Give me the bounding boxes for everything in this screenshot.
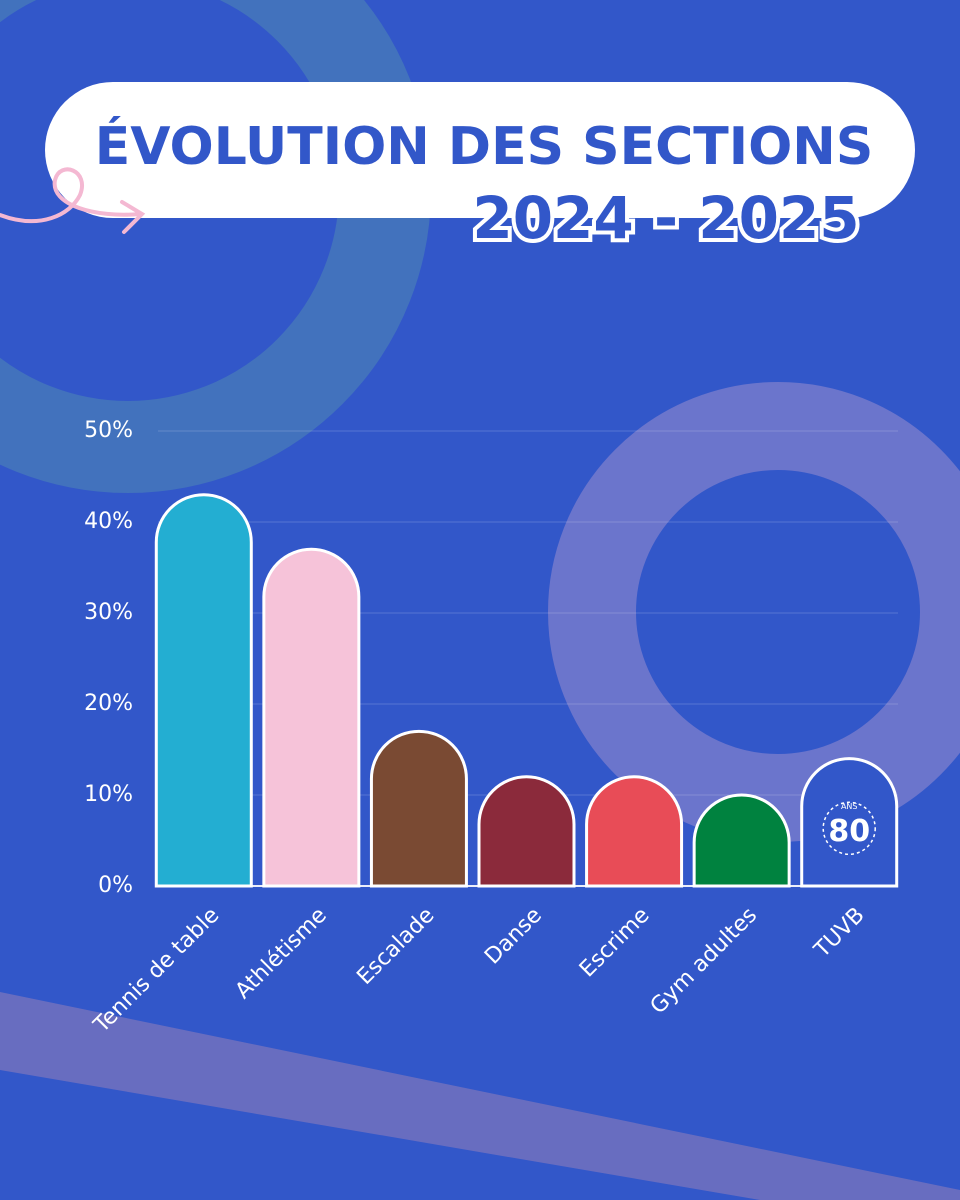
title-box [45,82,915,218]
chart-subtitle: 2024 - 2025 [472,184,859,252]
deco-swirl [0,167,146,234]
bar [369,729,468,888]
chart-title: ÉVOLUTION DES SECTIONS [95,116,874,177]
logo-text: ANS [841,802,858,811]
deco-ring [548,382,960,842]
y-tick-label: 0% [98,873,133,898]
y-tick-label: 30% [84,600,133,625]
y-tick-label: 40% [84,509,133,534]
y-tick-label: 50% [84,418,133,443]
y-tick-label: 20% [84,691,133,716]
logo-ring [822,801,876,856]
bar [262,547,361,888]
deco-band [0,992,960,1200]
logo-number: 80 [828,814,870,849]
y-tick-label: 10% [84,782,133,807]
bar [154,493,253,888]
bar [800,757,899,888]
bar [477,775,576,888]
bar [585,775,684,888]
bar [692,793,791,888]
